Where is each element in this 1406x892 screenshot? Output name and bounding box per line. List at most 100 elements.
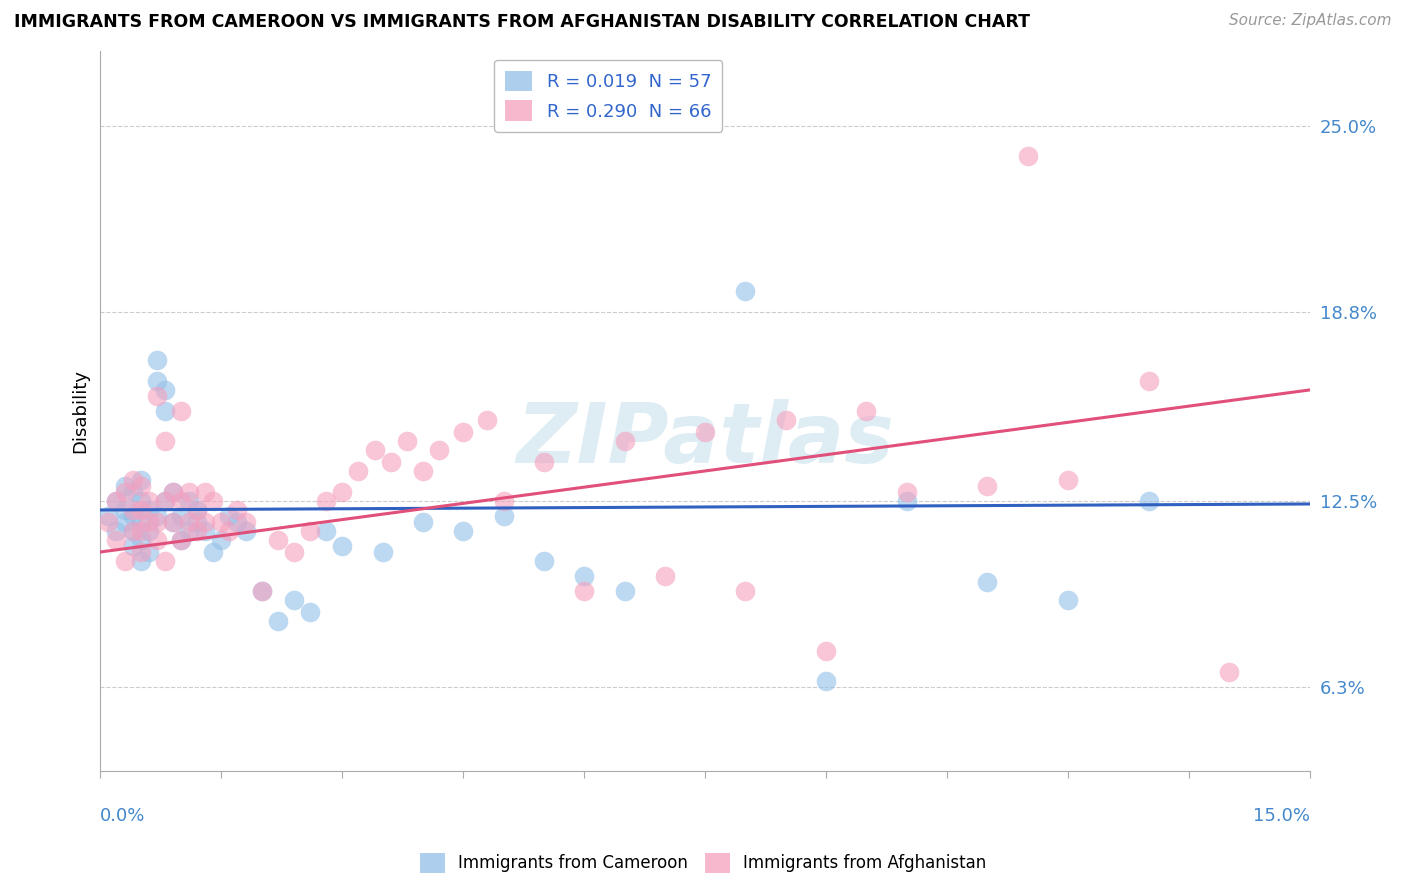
Point	[1017, 149, 1039, 163]
Point	[330, 485, 353, 500]
Point	[146, 533, 169, 547]
Point	[194, 515, 217, 529]
Point	[129, 479, 152, 493]
Point	[330, 539, 353, 553]
Point	[170, 533, 193, 547]
Point	[114, 479, 136, 493]
Point	[533, 455, 555, 469]
Point	[121, 539, 143, 553]
Point	[114, 515, 136, 529]
Point	[226, 503, 249, 517]
Point	[815, 674, 838, 689]
Point	[267, 533, 290, 547]
Point	[138, 515, 160, 529]
Point	[153, 494, 176, 508]
Point	[162, 515, 184, 529]
Point	[153, 404, 176, 418]
Point	[533, 554, 555, 568]
Text: IMMIGRANTS FROM CAMEROON VS IMMIGRANTS FROM AFGHANISTAN DISABILITY CORRELATION C: IMMIGRANTS FROM CAMEROON VS IMMIGRANTS F…	[14, 13, 1031, 31]
Point	[1137, 494, 1160, 508]
Point	[121, 508, 143, 523]
Point	[1218, 665, 1240, 679]
Point	[654, 569, 676, 583]
Point	[97, 508, 120, 523]
Point	[315, 494, 337, 508]
Point	[250, 584, 273, 599]
Point	[177, 524, 200, 538]
Point	[129, 554, 152, 568]
Point	[775, 413, 797, 427]
Point	[153, 494, 176, 508]
Point	[153, 434, 176, 448]
Point	[298, 605, 321, 619]
Point	[129, 503, 152, 517]
Point	[146, 508, 169, 523]
Point	[1057, 473, 1080, 487]
Point	[138, 503, 160, 517]
Point	[695, 425, 717, 439]
Point	[492, 494, 515, 508]
Point	[186, 524, 208, 538]
Point	[129, 545, 152, 559]
Point	[186, 503, 208, 517]
Point	[114, 485, 136, 500]
Point	[218, 508, 240, 523]
Point	[162, 485, 184, 500]
Point	[170, 494, 193, 508]
Point	[129, 473, 152, 487]
Point	[114, 554, 136, 568]
Point	[146, 374, 169, 388]
Point	[114, 503, 136, 517]
Point	[412, 464, 434, 478]
Point	[177, 515, 200, 529]
Point	[121, 524, 143, 538]
Point	[371, 545, 394, 559]
Point	[613, 434, 636, 448]
Point	[1057, 593, 1080, 607]
Point	[298, 524, 321, 538]
Point	[186, 503, 208, 517]
Point	[129, 524, 152, 538]
Point	[451, 524, 474, 538]
Point	[138, 494, 160, 508]
Point	[170, 404, 193, 418]
Point	[412, 515, 434, 529]
Point	[976, 479, 998, 493]
Point	[395, 434, 418, 448]
Point	[815, 644, 838, 658]
Point	[1137, 374, 1160, 388]
Point	[574, 584, 596, 599]
Point	[177, 485, 200, 500]
Point	[363, 442, 385, 457]
Point	[896, 485, 918, 500]
Point	[347, 464, 370, 478]
Legend: Immigrants from Cameroon, Immigrants from Afghanistan: Immigrants from Cameroon, Immigrants fro…	[413, 847, 993, 880]
Point	[896, 494, 918, 508]
Point	[380, 455, 402, 469]
Point	[734, 284, 756, 298]
Point	[177, 494, 200, 508]
Point	[153, 554, 176, 568]
Point	[170, 508, 193, 523]
Point	[121, 503, 143, 517]
Point	[451, 425, 474, 439]
Point	[283, 545, 305, 559]
Point	[613, 584, 636, 599]
Point	[105, 524, 128, 538]
Point	[492, 508, 515, 523]
Point	[202, 494, 225, 508]
Point	[162, 485, 184, 500]
Point	[209, 515, 232, 529]
Point	[97, 515, 120, 529]
Point	[427, 442, 450, 457]
Point	[194, 524, 217, 538]
Point	[574, 569, 596, 583]
Point	[121, 524, 143, 538]
Point	[129, 494, 152, 508]
Point	[146, 352, 169, 367]
Point	[121, 473, 143, 487]
Point	[146, 389, 169, 403]
Point	[153, 383, 176, 397]
Point	[976, 574, 998, 589]
Point	[202, 545, 225, 559]
